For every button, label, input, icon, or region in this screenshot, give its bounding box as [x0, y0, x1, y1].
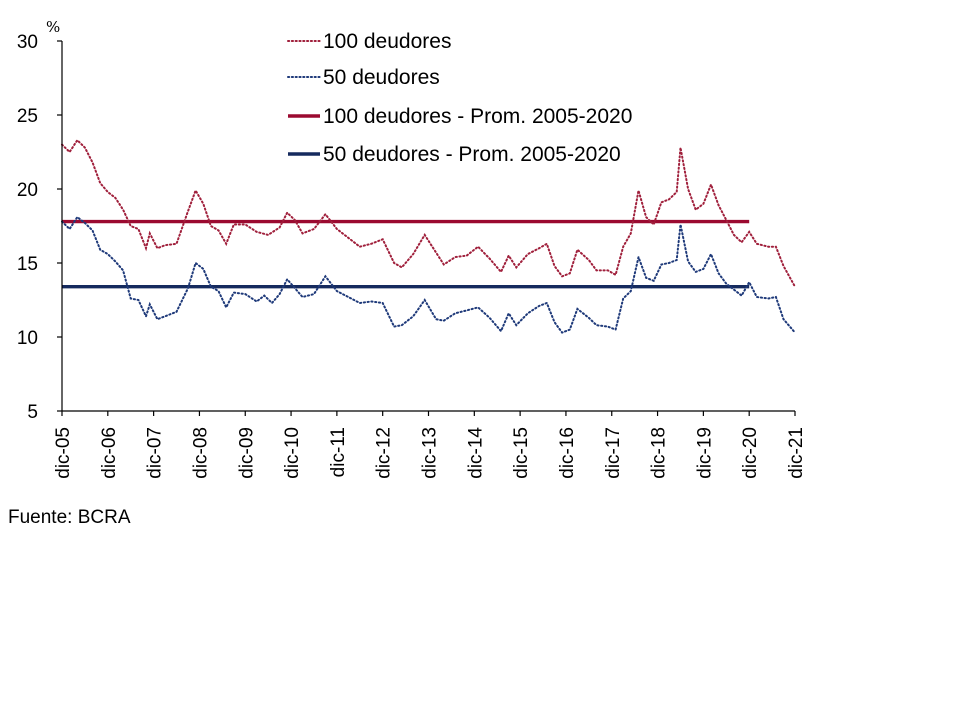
y-tick-label: 5 — [27, 402, 38, 423]
x-tick-label: dic-08 — [190, 427, 211, 479]
x-tick-label: dic-10 — [282, 427, 303, 479]
x-tick-label: dic-14 — [465, 427, 486, 479]
series-line-100-deudores — [61, 138, 796, 288]
x-tick-label: dic-13 — [420, 427, 441, 479]
x-tick-label: dic-11 — [328, 427, 349, 477]
y-tick-label: 20 — [17, 180, 38, 201]
x-ticks: dic-05 dic-06 dic-07 dic-08 dic-09 dic-10 dic-… — [53, 411, 807, 479]
x-tick-label: dic-05 — [53, 427, 74, 479]
y-tick-label: 15 — [17, 254, 38, 275]
source-note: Fuente: BCRA — [8, 507, 131, 528]
x-tick-label: dic-17 — [603, 427, 624, 479]
x-tick-label: dic-16 — [557, 427, 578, 479]
legend-label: 50 deudores - Prom. 2005-2020 — [323, 143, 621, 166]
y-tick-label: 30 — [17, 32, 38, 53]
y-tick-label: 10 — [17, 328, 38, 349]
x-tick-label: dic-06 — [99, 427, 120, 479]
x-tick-label: dic-21 — [786, 427, 807, 479]
x-tick-label: dic-15 — [511, 427, 532, 479]
x-tick-label: dic-19 — [694, 427, 715, 479]
y-tick-label: 25 — [17, 106, 38, 127]
series-layer — [61, 138, 796, 334]
legend-label: 100 deudores - Prom. 2005-2020 — [323, 105, 632, 128]
x-tick-label: dic-07 — [145, 427, 166, 479]
y-unit-label: % — [46, 18, 60, 36]
x-tick-label: dic-09 — [236, 427, 257, 479]
x-tick-label: dic-20 — [740, 427, 761, 479]
x-tick-label: dic-12 — [374, 427, 395, 479]
legend-label: 100 deudores — [323, 30, 451, 53]
legend-label: 50 deudores — [323, 66, 440, 89]
x-tick-label: dic-18 — [649, 427, 670, 479]
legend: 100 deudores 50 deudores 100 deudores - Pr… — [287, 30, 632, 166]
y-ticks: 5 10 15 20 25 30 — [17, 32, 62, 423]
series-line-50-deudores — [61, 215, 796, 334]
